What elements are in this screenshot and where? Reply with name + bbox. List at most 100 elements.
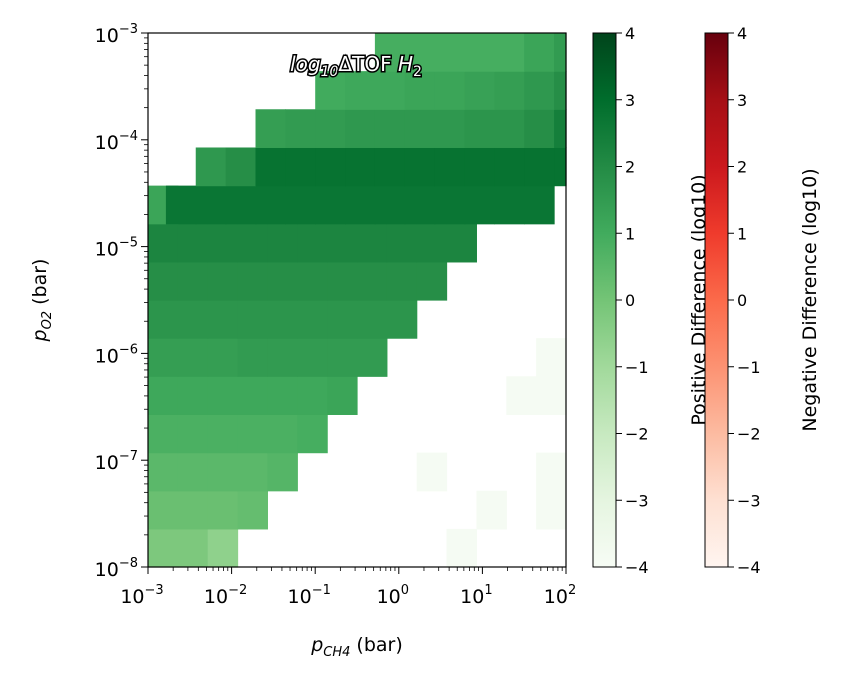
colorbar-positive-tick-label: 1 [625,224,635,243]
heatmap-cell [297,300,328,339]
heatmap-cell [374,147,406,187]
colorbar-negative-tick-label: 3 [737,91,747,110]
heatmap-cell [237,261,268,301]
heatmap-cell [404,185,436,225]
heatmap-cell [434,147,466,187]
heatmap-cell [207,414,239,454]
heatmap-cell [536,452,567,492]
heatmap-cell [148,414,179,454]
heatmap-cell [237,414,268,454]
x-tick-label: 102 [544,583,576,608]
heatmap-cell [374,71,406,110]
heatmap-cell [416,452,448,492]
heatmap-cell [148,528,179,568]
heatmap-cell [297,376,328,415]
heatmap-cell [237,338,268,377]
heatmap-cell [207,452,239,492]
heatmap-cell [524,109,555,148]
heatmap-cell [207,528,239,568]
y-axis-label: pO2 (bar) [29,259,55,343]
heatmap-cell [267,223,298,263]
x-axis-ticks: 10−3 10−2 10−1 100 101 102 [120,567,576,608]
heatmap-cell [554,109,567,148]
colorbar-positive-ticks: −4 −3 −2 −1 0 1 2 3 4 [616,24,649,577]
colorbar-positive-tick-label: −2 [625,425,649,444]
heatmap-cell [267,452,298,492]
colorbar-negative-tick-label: 1 [737,224,747,243]
heatmap-cell [494,185,525,225]
colorbar-positive-tick-label: −4 [625,558,649,577]
heatmap-cell [386,300,418,339]
heatmap-cell [536,376,567,415]
colorbar-positive-tick-label: 3 [625,91,635,110]
heatmap-cell [524,33,555,72]
heatmap-cell [464,33,495,72]
y-tick-label: 10−4 [95,129,138,154]
heatmap-cell [374,185,406,225]
y-tick-label: 10−8 [95,556,138,581]
heatmap-cell [327,338,358,377]
y-tick-label: 10−7 [95,449,138,474]
heatmap-cell [536,338,567,377]
heatmap-cell [315,185,346,225]
x-tick-label: 10−1 [288,583,331,608]
heatmap-cell [434,71,466,110]
heatmap-cell [255,185,286,225]
heatmap-cell [386,223,418,263]
heatmap-cell [446,223,477,263]
heatmap-cell [207,376,239,415]
heatmap-cell [494,109,525,148]
heatmap-cell [148,300,179,339]
colorbar-negative-tick-label: −3 [737,491,761,510]
colorbar-negative-ticks: −4 −3 −2 −1 0 1 2 3 4 [728,24,761,577]
heatmap-cell [237,452,268,492]
heatmap-cell [374,33,406,72]
heatmap-cell [267,300,298,339]
heatmap-cell [476,490,507,530]
heatmap-cell [267,338,298,377]
heatmap-cell [404,109,436,148]
heatmap-cell [494,33,525,72]
colorbar-negative-gradient [704,32,729,568]
heatmap-cell [148,338,179,377]
heatmap-cell [148,261,179,301]
heatmap-cell [434,185,466,225]
heatmap-cell [148,223,179,263]
colorbar-negative-tick-label: −4 [737,558,761,577]
plot-frame [147,32,567,568]
heatmap-cell [404,71,436,110]
heatmap-cell [464,109,495,148]
heatmap-cell [297,338,328,377]
heatmap-cell [177,414,209,454]
y-tick-label: 10−5 [95,236,138,261]
heatmap-cell [554,71,567,110]
heatmap-cell [327,261,358,301]
heatmap-cell [297,223,328,263]
heatmap-cell [267,376,298,415]
heatmap-cell [357,338,388,377]
colorbar-negative-tick-label: 2 [737,158,747,177]
heatmap-cell [207,300,239,339]
chart-title: log10ΔTOF H2 [290,52,422,80]
heatmap-cell [267,261,298,301]
heatmap-cell [195,185,227,225]
heatmap-cell [148,490,179,530]
heatmap-cell [148,376,179,415]
heatmap-cell [225,185,257,225]
x-tick-label: 101 [460,583,492,608]
heatmap-cell [207,223,239,263]
colorbar-positive-tick-label: −1 [625,358,649,377]
heatmap-cell [416,223,448,263]
heatmap-cell [464,147,495,187]
heatmap-cell [327,300,358,339]
heatmap-cell [177,300,209,339]
heatmap-cell [177,338,209,377]
heatmap-cell [315,109,346,148]
y-tick-label: 10−3 [95,22,138,47]
heatmap-cell [237,490,268,530]
colorbar-negative: −4 −3 −2 −1 0 1 2 3 4 Negative Difference (log10… [704,24,821,577]
heatmap-cell [536,490,567,530]
heatmap-cell [345,185,376,225]
heatmap-cell [315,71,346,110]
